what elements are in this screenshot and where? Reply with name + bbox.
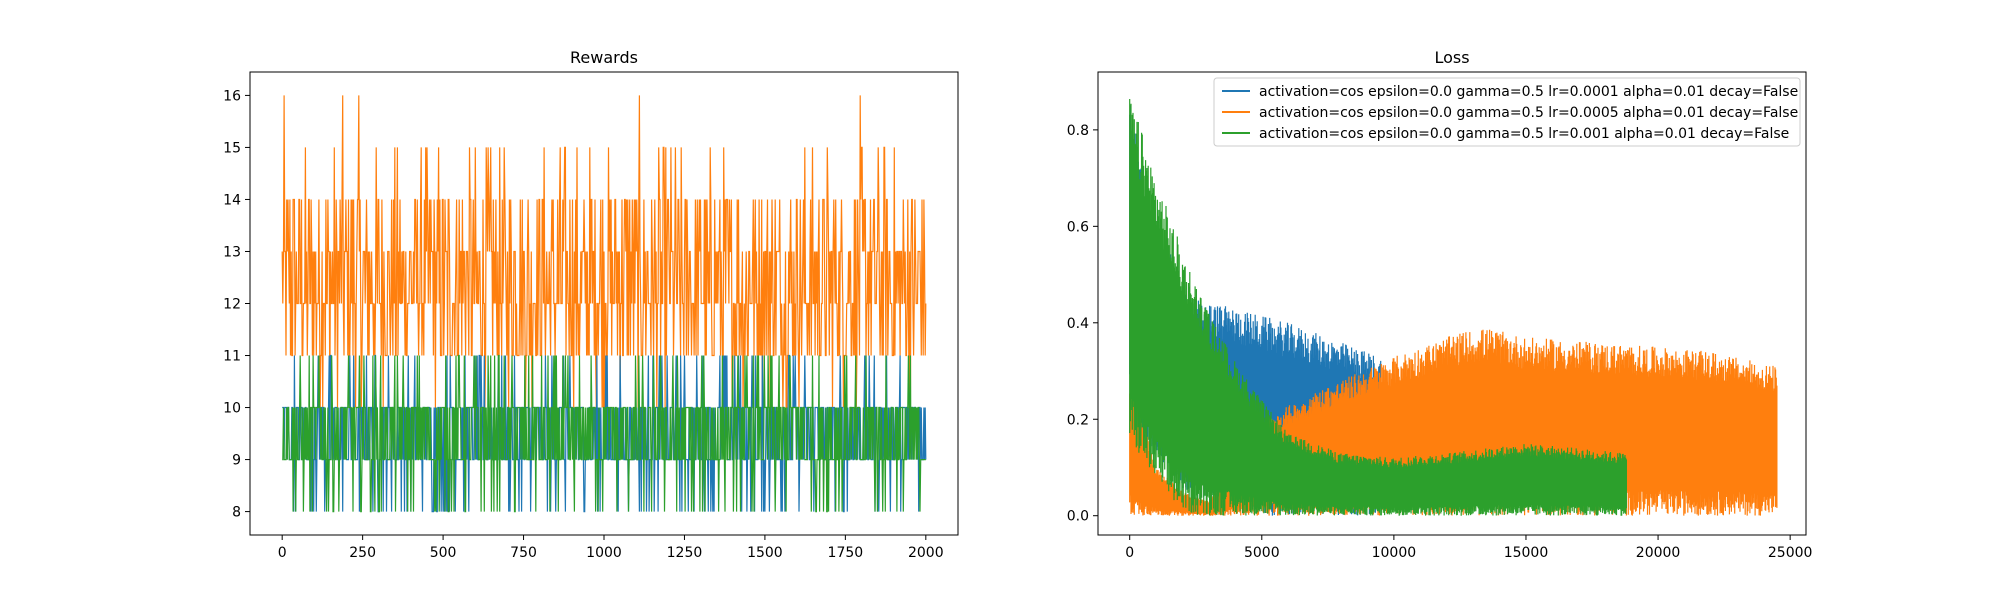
loss-axes: 0 5000 10000 15000 20000 25000 0.0 0.2 0.4 0.6 0.8	[1067, 123, 1813, 561]
y-tick-label: 13	[223, 244, 241, 260]
x-tick-label: 250	[349, 545, 376, 561]
y-tick-label: 8	[232, 505, 241, 521]
y-tick-label: 0.6	[1067, 219, 1089, 235]
legend-label: activation=cos epsilon=0.0 gamma=0.5 lr=…	[1259, 84, 1798, 100]
rewards-axes: 0 250 500 750 1000 1250 1500 1750 2000 8 9 10 11 12 13…	[223, 88, 943, 561]
rewards-title: Rewards	[570, 48, 638, 67]
legend-label: activation=cos epsilon=0.0 gamma=0.5 lr=…	[1259, 126, 1789, 142]
y-tick-label: 10	[223, 401, 241, 417]
loss-legend: activation=cos epsilon=0.0 gamma=0.5 lr=…	[1213, 77, 1801, 147]
loss-plot-area	[1129, 99, 1778, 516]
x-tick-label: 0	[278, 545, 287, 561]
x-tick-label: 25000	[1768, 545, 1813, 561]
x-tick-label: 1500	[747, 545, 783, 561]
x-tick-label: 2000	[908, 545, 944, 561]
y-tick-label: 12	[223, 297, 241, 313]
y-tick-label: 9	[232, 453, 241, 469]
x-tick-label: 1750	[828, 545, 864, 561]
x-tick-label: 750	[510, 545, 537, 561]
y-tick-label: 14	[223, 192, 241, 208]
legend-label: activation=cos epsilon=0.0 gamma=0.5 lr=…	[1259, 105, 1798, 121]
y-tick-label: 15	[223, 140, 241, 156]
legend-entry: activation=cos epsilon=0.0 gamma=0.5 lr=…	[1222, 126, 1789, 142]
x-tick-label: 0	[1125, 545, 1134, 561]
x-tick-label: 5000	[1244, 545, 1280, 561]
rewards-chart: Rewards 0 250 500 750 1000 1250 1500 1750 2000 8 9…	[223, 48, 959, 561]
legend-entry: activation=cos epsilon=0.0 gamma=0.5 lr=…	[1222, 84, 1798, 100]
legend-box	[1213, 77, 1801, 147]
y-tick-label: 16	[223, 88, 241, 104]
loss-title: Loss	[1434, 48, 1469, 67]
rewards-plot-area	[281, 95, 927, 513]
x-tick-label: 10000	[1372, 545, 1417, 561]
legend-entry: activation=cos epsilon=0.0 gamma=0.5 lr=…	[1222, 105, 1798, 121]
y-tick-label: 0.8	[1067, 123, 1089, 139]
loss-chart: Loss 0 5000 10000 15000 20000 250000.00.20.40…	[1067, 48, 1813, 561]
y-tick-label: 0.2	[1067, 412, 1089, 428]
x-tick-label: 20000	[1636, 545, 1681, 561]
rewards-series-line	[281, 95, 927, 409]
y-tick-label: 11	[223, 349, 241, 365]
loss-series-line	[1129, 99, 1627, 516]
x-tick-label: 500	[430, 545, 457, 561]
loss-axes-frame	[1097, 71, 1807, 536]
x-tick-label: 1250	[667, 545, 703, 561]
rewards-series-line	[282, 354, 926, 513]
y-tick-label: 0.0	[1067, 509, 1089, 525]
y-tick-label: 0.4	[1067, 316, 1089, 332]
x-tick-label: 1000	[586, 545, 622, 561]
x-tick-label: 15000	[1504, 545, 1549, 561]
